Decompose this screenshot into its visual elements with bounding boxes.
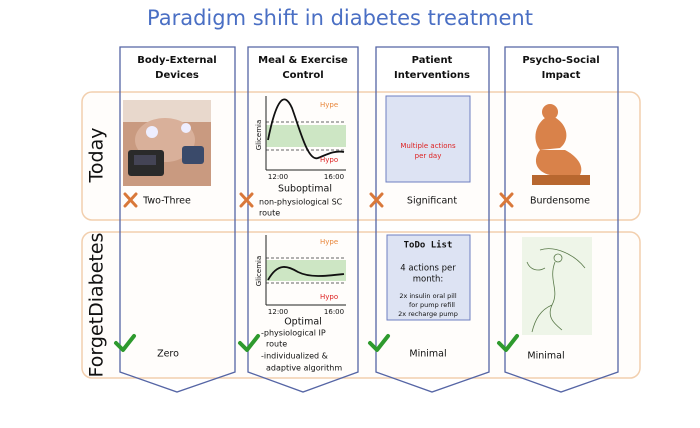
box-text: month: bbox=[413, 275, 443, 285]
chart-label: Hypo bbox=[320, 293, 338, 301]
glycemia-chart bbox=[265, 96, 346, 171]
column-header: Psycho-Social bbox=[522, 55, 599, 66]
chart-y-label: Glicemia bbox=[255, 120, 263, 151]
column-header: Impact bbox=[542, 70, 581, 81]
glycemia-chart bbox=[265, 235, 346, 306]
cell-note: route bbox=[259, 209, 280, 218]
box-text: 4 actions per bbox=[400, 264, 456, 274]
check-icon bbox=[114, 334, 136, 352]
chart-y-label: Glicemia bbox=[255, 256, 263, 287]
row-label: Today bbox=[86, 128, 108, 184]
row-label: ForgetDiabetes bbox=[86, 233, 108, 378]
box-title: ToDo List bbox=[404, 240, 453, 251]
cell-text: Burdensome bbox=[530, 196, 590, 207]
dancer-sketch bbox=[522, 237, 592, 335]
column-arrow bbox=[247, 46, 359, 393]
box-text: Multiple actions bbox=[400, 142, 456, 150]
box-text: 2x insulin oral pill bbox=[399, 292, 457, 300]
cross-icon bbox=[239, 192, 254, 208]
cell-note: -individualized & bbox=[261, 352, 328, 361]
chart-x-tick: 16:00 bbox=[324, 173, 344, 181]
column-header: Devices bbox=[155, 70, 199, 81]
chart-label: Hypo bbox=[320, 156, 338, 164]
check-icon bbox=[497, 334, 519, 352]
cell-text: Zero bbox=[157, 349, 179, 360]
column-header: Body-External bbox=[137, 55, 216, 66]
check-icon bbox=[368, 334, 390, 352]
cell-text: Minimal bbox=[409, 349, 446, 360]
cross-icon bbox=[123, 192, 138, 208]
chart-label: Hype bbox=[320, 101, 338, 109]
chart-x-tick: 12:00 bbox=[268, 173, 288, 181]
todo-box bbox=[386, 234, 471, 321]
cell-text: Suboptimal bbox=[278, 184, 332, 195]
row-forget bbox=[81, 231, 641, 379]
cross-icon bbox=[369, 192, 384, 208]
thinker-statue bbox=[532, 104, 590, 185]
chart-x-tick: 16:00 bbox=[324, 308, 344, 316]
box-text: 2x recharge pump bbox=[398, 310, 458, 318]
info-box bbox=[385, 95, 471, 183]
column-arrow bbox=[119, 46, 236, 393]
cell-text: Optimal bbox=[284, 317, 322, 328]
cell-text: Minimal bbox=[527, 351, 564, 362]
cell-text: Significant bbox=[407, 196, 457, 207]
column-header: Patient bbox=[412, 55, 453, 66]
column-header: Meal & Exercise bbox=[258, 55, 348, 66]
column-arrow bbox=[504, 46, 619, 393]
column-arrow bbox=[375, 46, 490, 393]
box-text: for pump refill bbox=[409, 301, 455, 309]
cell-text: Two-Three bbox=[142, 196, 191, 207]
title: Paradigm shift in diabetes treatment bbox=[147, 6, 533, 30]
chart-x-tick: 12:00 bbox=[268, 308, 288, 316]
cell-note: non-physiological SC bbox=[259, 198, 343, 207]
cell-note: adaptive algorithm bbox=[266, 364, 342, 373]
box-text: per day bbox=[415, 152, 442, 160]
cell-note: route bbox=[266, 340, 287, 349]
column-header: Control bbox=[282, 70, 323, 81]
cell-note: -physiological IP bbox=[261, 329, 326, 338]
column-header: Interventions bbox=[394, 70, 470, 81]
device-photo bbox=[123, 100, 211, 186]
cross-icon bbox=[499, 192, 514, 208]
row-today bbox=[81, 91, 641, 221]
chart-label: Hype bbox=[320, 238, 338, 246]
check-icon bbox=[238, 334, 260, 352]
